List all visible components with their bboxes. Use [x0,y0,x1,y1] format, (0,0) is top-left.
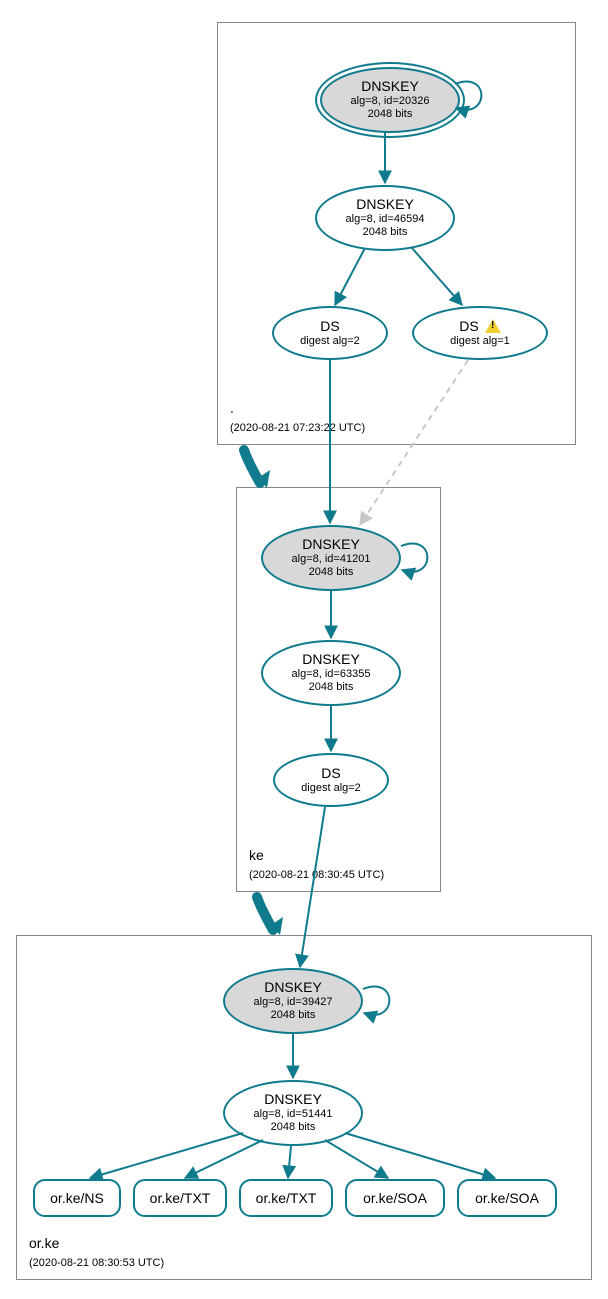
node-line3: 2048 bits [309,566,354,579]
zone-orke-timestamp: (2020-08-21 08:30:53 UTC) [29,1257,164,1269]
node-line3: 2048 bits [271,1121,316,1134]
node-rr-txt1: or.ke/TXT [133,1179,227,1217]
node-orke-zsk: DNSKEY alg=8, id=51441 2048 bits [223,1080,363,1146]
node-ds-root-1: DS digest alg=1 [412,306,548,360]
node-title: or.ke/NS [50,1190,104,1207]
node-rr-soa1: or.ke/SOA [345,1179,445,1217]
node-ke-ksk: DNSKEY alg=8, id=41201 2048 bits [261,525,401,591]
node-line2: digest alg=1 [450,335,510,348]
node-rr-txt2: or.ke/TXT [239,1179,333,1217]
zone-root-label: . [230,400,234,416]
node-line2: alg=8, id=41201 [292,553,371,566]
node-title: DNSKEY [264,979,322,996]
node-title: DNSKEY [302,536,360,553]
node-root-zsk: DNSKEY alg=8, id=46594 2048 bits [315,185,455,251]
node-title: DNSKEY [356,196,414,213]
zone-ke-label: ke [249,847,264,863]
node-title: DS [459,318,478,335]
zone-ke-timestamp: (2020-08-21 08:30:45 UTC) [249,869,384,881]
node-title: DNSKEY [264,1091,322,1108]
node-ds-root-2: DS digest alg=2 [272,306,388,360]
node-line2: alg=8, id=63355 [292,668,371,681]
zone-orke-label: or.ke [29,1235,59,1251]
node-line2: alg=8, id=20326 [351,95,430,108]
node-line2: alg=8, id=39427 [254,996,333,1009]
node-line2: alg=8, id=51441 [254,1108,333,1121]
node-rr-ns: or.ke/NS [33,1179,121,1217]
node-title: DNSKEY [302,651,360,668]
node-title: DNSKEY [361,78,419,95]
node-line3: 2048 bits [271,1009,316,1022]
node-line3: 2048 bits [368,108,413,121]
node-title: or.ke/TXT [150,1190,211,1207]
node-ke-zsk: DNSKEY alg=8, id=63355 2048 bits [261,640,401,706]
node-line3: 2048 bits [363,226,408,239]
node-ds-ke: DS digest alg=2 [273,753,389,807]
node-title: DS [321,765,340,782]
node-title: or.ke/TXT [256,1190,317,1207]
node-line2: digest alg=2 [300,335,360,348]
node-line2: digest alg=2 [301,782,361,795]
node-rr-soa2: or.ke/SOA [457,1179,557,1217]
warning-icon [485,319,501,333]
node-line2: alg=8, id=46594 [346,213,425,226]
node-line3: 2048 bits [309,681,354,694]
node-title: or.ke/SOA [475,1190,539,1207]
zone-root-timestamp: (2020-08-21 07:23:22 UTC) [230,422,365,434]
node-title: DS [320,318,339,335]
node-orke-ksk: DNSKEY alg=8, id=39427 2048 bits [223,968,363,1034]
node-title: or.ke/SOA [363,1190,427,1207]
node-root-ksk: DNSKEY alg=8, id=20326 2048 bits [320,67,460,133]
